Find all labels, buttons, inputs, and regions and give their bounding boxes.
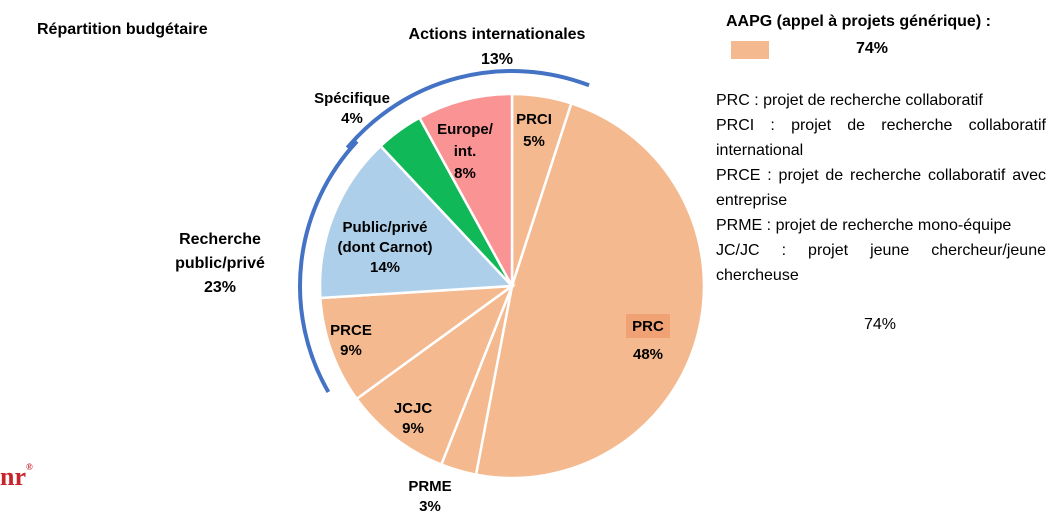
legend-value: 74% [856, 40, 889, 57]
slice-label-prc: PRC 48% [632, 318, 664, 363]
slice-label-line: Public/privé [342, 219, 427, 236]
group-label-line: Actions internationales [409, 26, 586, 43]
slice-value-prci: 5% [523, 133, 545, 150]
definition-jcjc: JC/JC : projet jeune chercheur/jeune che… [716, 242, 1046, 284]
definition-prme: PRME : projet de recherche mono-équipe [716, 217, 1012, 234]
slice-label-prci: PRCI 5% [516, 111, 552, 150]
slice-label-line: Europe/ [437, 121, 494, 138]
slice-value-specifique: 4% [341, 110, 363, 127]
group-label-line: public/privé [175, 255, 265, 272]
slice-label-line: int. [454, 143, 477, 160]
group-arc-recherche-public-prive [298, 140, 359, 393]
group-arc-actions-internationales [345, 69, 590, 150]
slice-label-box [626, 314, 670, 338]
group-label-actions-internationales: Actions internationales 13% [409, 26, 586, 68]
pie-slice-jcjc [354, 282, 515, 467]
group-value-actions-internationales: 13% [481, 51, 513, 68]
slice-label-jcjc: JCJC 9% [394, 400, 433, 437]
anr-logo: nr® [0, 462, 33, 492]
group-label-line: Recherche [179, 231, 261, 248]
slice-value-prce: 9% [340, 342, 362, 359]
slice-label-line: PRCE [330, 322, 372, 339]
registered-mark: ® [26, 462, 33, 472]
slice-label-specifique: Spécifique 4% [314, 90, 390, 127]
slice-label-line: PRME [408, 478, 451, 495]
slice-value-jcjc: 9% [402, 420, 424, 437]
slice-value-prc: 48% [633, 346, 663, 363]
slice-label-public-prive-dont-carnot: Public/privé (dont Carnot) 14% [338, 219, 433, 276]
definitions-list: PRC : projet de recherche collaboratif P… [716, 88, 1046, 288]
pie-slice-prce [319, 284, 517, 401]
slice-label-europe-int: Europe/int. 8% [437, 121, 494, 182]
slice-value-prme: 3% [419, 498, 441, 514]
legend-swatch [731, 41, 769, 59]
group-value-recherche-public-prive: 23% [204, 279, 236, 296]
definition-prce: PRCE : projet de recherche collaboratif … [716, 167, 1046, 209]
slice-label-line: PRCI [516, 111, 552, 128]
slice-label-line: (dont Carnot) [338, 239, 433, 256]
legend-title: AAPG (appel à projets générique) : [726, 13, 991, 30]
pie-slice-prc [474, 101, 706, 480]
logo-text: nr [0, 462, 26, 491]
pie-slice-europe-int [417, 92, 514, 287]
slice-value-public-prive-dont-carnot: 14% [370, 259, 400, 276]
page-title: Répartition budgétaire [37, 21, 208, 38]
slice-label-line: PRC [632, 318, 664, 335]
slice-label-line: Spécifique [314, 90, 390, 107]
definitions-total: 74% [864, 316, 897, 333]
slice-label-prce: PRCE 9% [330, 322, 372, 359]
slice-value-europe-int: 8% [454, 165, 476, 182]
group-label-recherche-public-prive: Recherche public/privé 23% [175, 231, 265, 296]
slice-label-prme: PRME 3% [408, 478, 451, 514]
definition-prci: PRCI : projet de recherche collaboratif … [716, 117, 1046, 159]
slice-label-line: JCJC [394, 400, 433, 417]
pie-slice-public-prive-dont-carnot [318, 144, 515, 300]
definition-prc: PRC : projet de recherche collaboratif [716, 92, 983, 109]
